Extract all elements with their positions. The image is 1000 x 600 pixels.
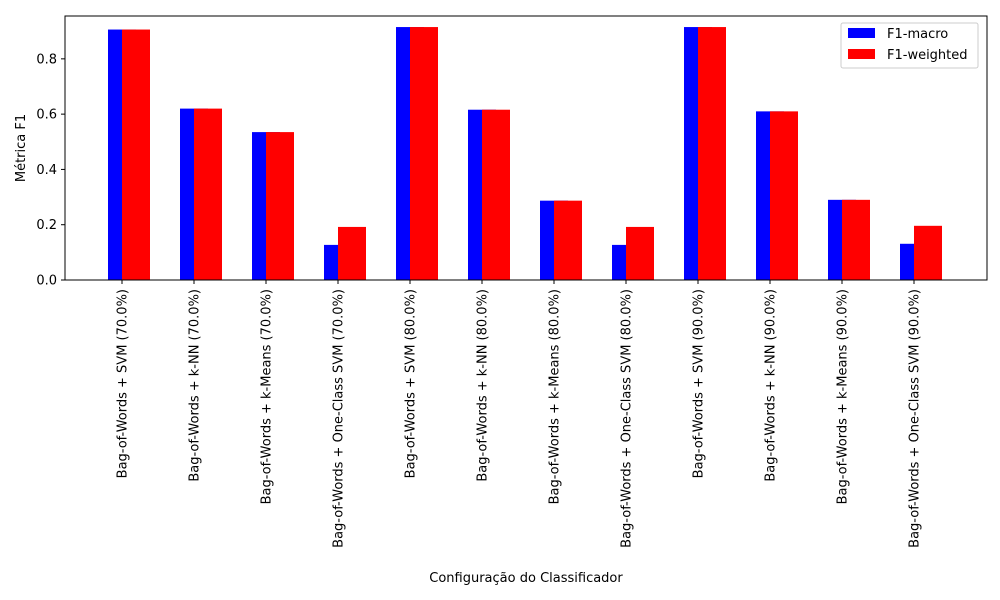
x-tick-label: Bag-of-Words + SVM (70.0%) — [116, 289, 131, 478]
y-tick-label: 0.4 — [36, 163, 57, 178]
x-tick-label: Bag-of-Words + One-Class SVM (80.0%) — [620, 289, 635, 548]
legend-swatch-f1-macro — [848, 28, 875, 38]
y-tick-label: 0.8 — [36, 52, 57, 67]
bar-f1-weighted-2 — [194, 109, 222, 280]
bar-f1-weighted-3 — [266, 132, 294, 280]
x-tick-label: Bag-of-Words + k-Means (80.0%) — [548, 289, 563, 504]
y-tick-label: 0.0 — [36, 274, 57, 289]
bar-f1-weighted-1 — [122, 30, 150, 280]
bar-f1-weighted-9 — [698, 27, 726, 280]
x-tick-label: Bag-of-Words + k-Means (70.0%) — [260, 289, 275, 504]
bar-f1-weighted-12 — [914, 226, 942, 280]
bar-f1-weighted-10 — [770, 111, 798, 280]
x-tick-label: Bag-of-Words + One-Class SVM (90.0%) — [908, 289, 923, 548]
x-tick-label: Bag-of-Words + k-NN (90.0%) — [764, 289, 779, 482]
x-tick-label: Bag-of-Words + SVM (80.0%) — [404, 289, 419, 478]
legend-label-f1-macro: F1-macro — [887, 27, 948, 42]
bar-f1-weighted-11 — [842, 200, 870, 280]
bar-f1-weighted-5 — [410, 27, 438, 280]
legend-swatch-f1-weighted — [848, 49, 875, 59]
x-axis-label: Configuração do Classificador — [429, 571, 623, 586]
bar-f1-weighted-8 — [626, 227, 654, 280]
x-axis: Bag-of-Words + SVM (70.0%) Bag-of-Words +… — [116, 280, 923, 548]
x-tick-label: Bag-of-Words + k-NN (80.0%) — [476, 289, 491, 482]
y-axis: 0.0 0.2 0.4 0.6 0.8 — [36, 52, 65, 288]
x-tick-label: Bag-of-Words + k-Means (90.0%) — [836, 289, 851, 504]
bars-group — [108, 27, 942, 280]
legend-label-f1-weighted: F1-weighted — [887, 48, 968, 63]
x-tick-label: Bag-of-Words + k-NN (70.0%) — [188, 289, 203, 482]
bar-f1-weighted-6 — [482, 110, 510, 280]
bar-f1-weighted-4 — [338, 227, 366, 280]
x-tick-label: Bag-of-Words + One-Class SVM (70.0%) — [332, 289, 347, 548]
y-tick-label: 0.6 — [36, 108, 57, 123]
x-tick-label: Bag-of-Words + SVM (90.0%) — [692, 289, 707, 478]
y-tick-label: 0.2 — [36, 218, 57, 233]
bar-f1-weighted-7 — [554, 201, 582, 280]
y-axis-label: Métrica F1 — [14, 114, 29, 182]
legend: F1-macro F1-weighted — [841, 23, 978, 68]
